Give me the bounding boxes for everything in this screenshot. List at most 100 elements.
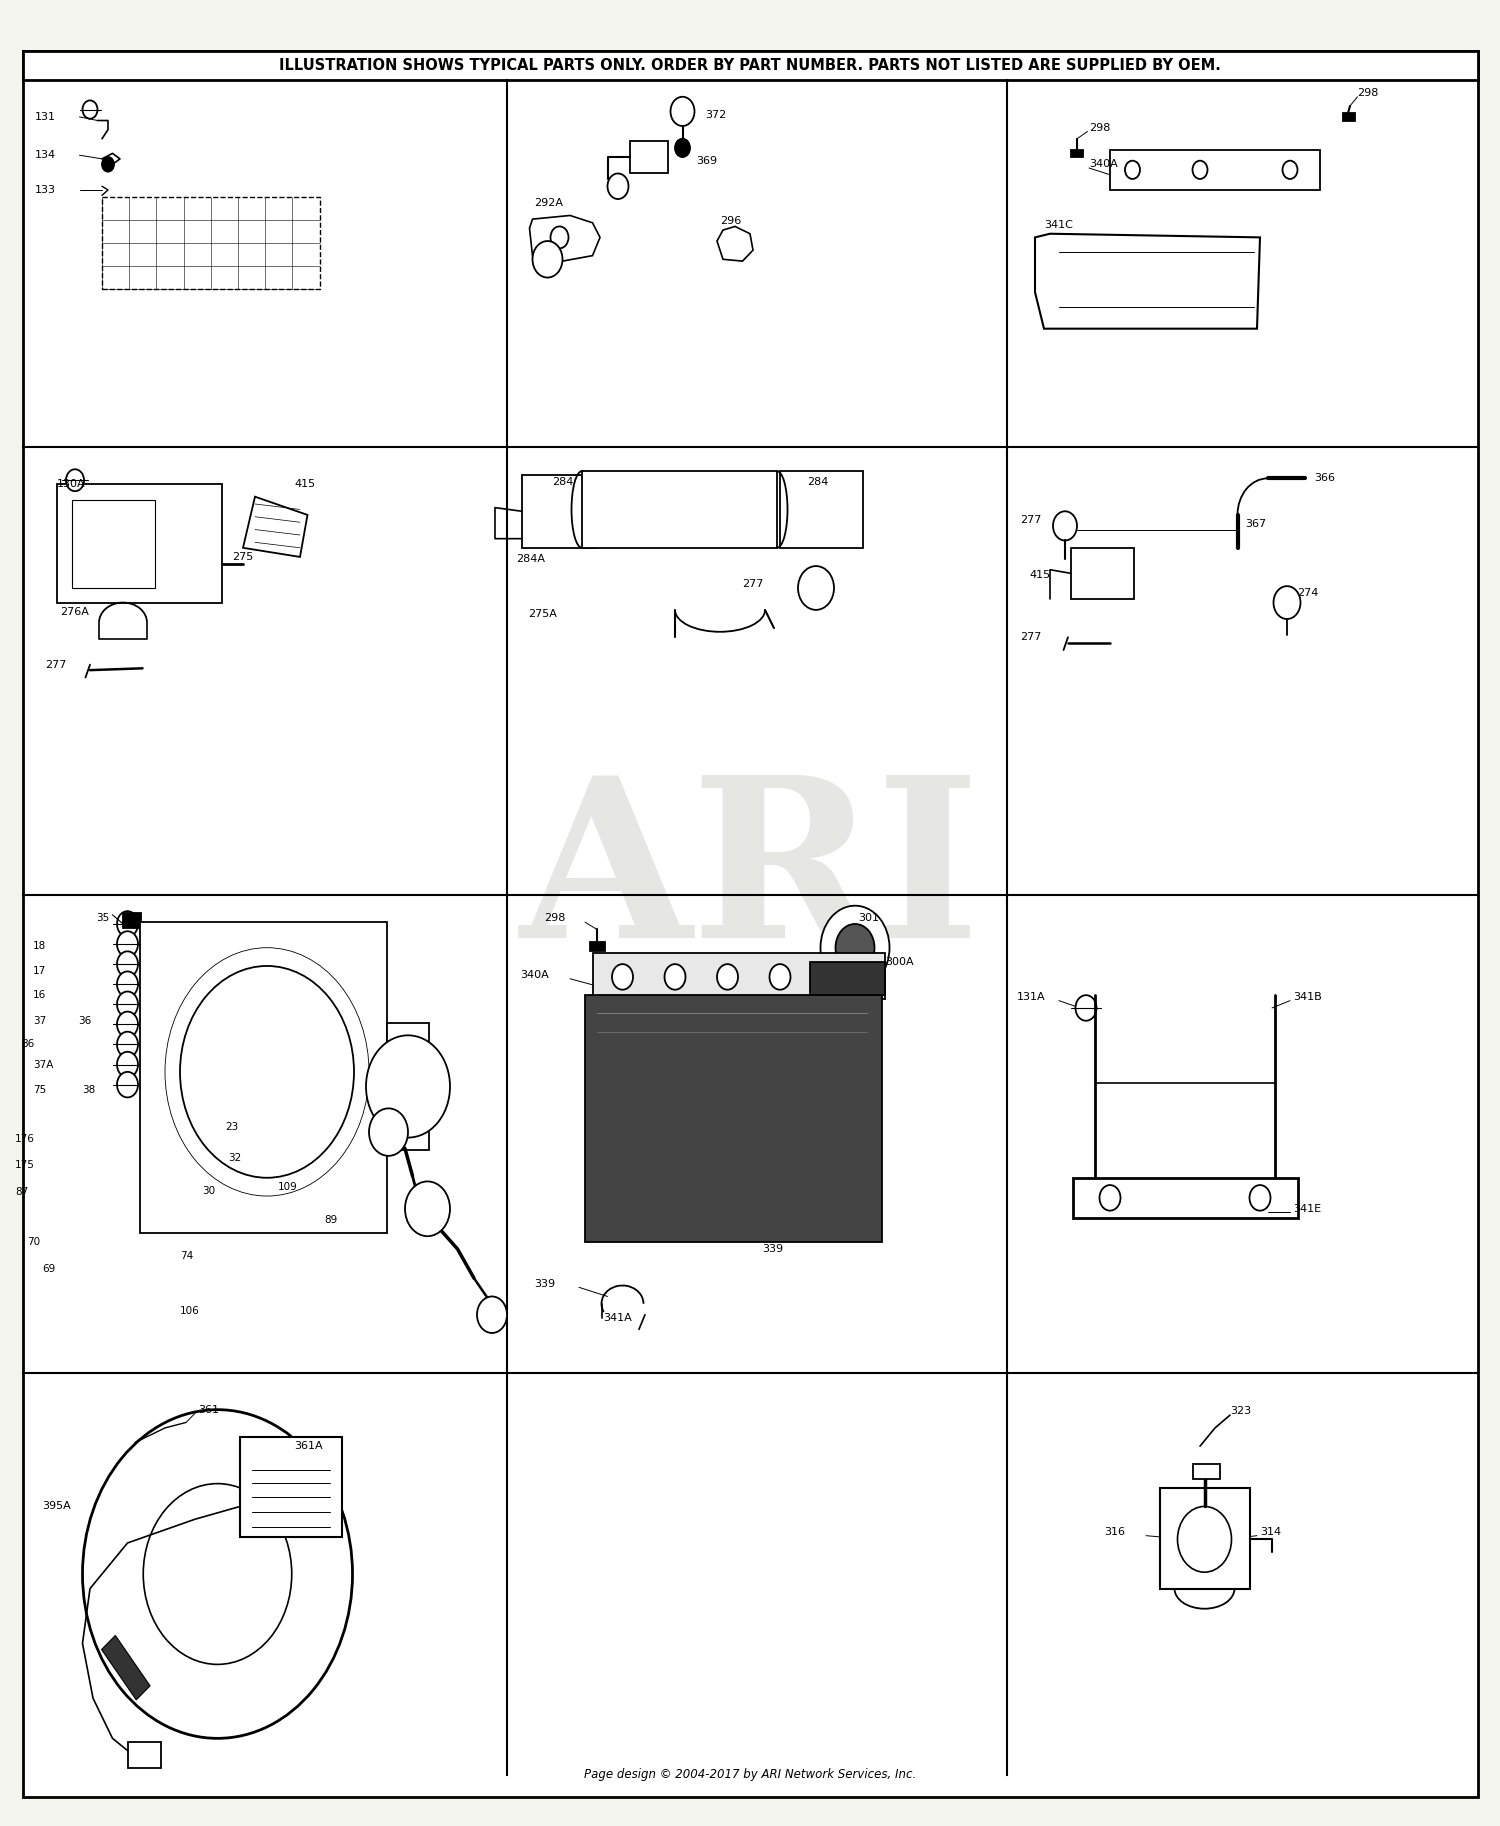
Circle shape: [664, 964, 686, 990]
Circle shape: [117, 911, 138, 937]
Circle shape: [82, 100, 98, 119]
Text: 361A: 361A: [294, 1441, 322, 1452]
Text: 372: 372: [705, 110, 726, 121]
Circle shape: [117, 1032, 138, 1057]
Text: 23: 23: [225, 1121, 238, 1132]
Circle shape: [836, 924, 874, 971]
Bar: [585, 995, 882, 1242]
Circle shape: [675, 139, 690, 157]
Circle shape: [477, 1296, 507, 1333]
Bar: [810, 962, 885, 995]
Bar: [128, 1742, 160, 1768]
Text: 274: 274: [1298, 588, 1318, 599]
Bar: [1071, 548, 1134, 599]
Text: 18: 18: [33, 940, 46, 951]
Bar: [590, 942, 604, 951]
Text: 284: 284: [807, 477, 828, 488]
Text: 35: 35: [96, 913, 109, 924]
Circle shape: [717, 964, 738, 990]
Text: 298: 298: [544, 913, 566, 924]
Bar: [240, 1437, 342, 1537]
Circle shape: [117, 931, 138, 957]
Bar: [592, 953, 885, 999]
Text: 36: 36: [78, 1015, 92, 1026]
Text: 298: 298: [1358, 88, 1378, 99]
Circle shape: [117, 951, 138, 977]
Bar: [102, 197, 320, 289]
Circle shape: [102, 157, 114, 172]
Bar: [140, 922, 387, 1233]
Bar: [582, 471, 777, 548]
Text: 37A: 37A: [33, 1059, 54, 1070]
Circle shape: [770, 964, 790, 990]
Text: 130A: 130A: [57, 478, 86, 489]
Text: 176: 176: [15, 1134, 34, 1145]
Text: 323: 323: [1230, 1406, 1251, 1417]
Text: 16: 16: [33, 990, 46, 1001]
Bar: [1192, 1464, 1219, 1479]
Circle shape: [66, 469, 84, 491]
Bar: [522, 475, 597, 548]
Circle shape: [369, 1108, 408, 1156]
Circle shape: [1178, 1506, 1231, 1572]
Text: 17: 17: [33, 966, 46, 977]
Circle shape: [1100, 1185, 1120, 1211]
Circle shape: [532, 241, 562, 278]
Text: 37: 37: [33, 1015, 46, 1026]
Bar: [57, 484, 222, 603]
Text: 395A: 395A: [42, 1501, 70, 1512]
Text: 175: 175: [15, 1160, 34, 1170]
Text: 298: 298: [1089, 122, 1110, 133]
Text: 74: 74: [180, 1251, 194, 1262]
Text: ILLUSTRATION SHOWS TYPICAL PARTS ONLY. ORDER BY PART NUMBER. PARTS NOT LISTED AR: ILLUSTRATION SHOWS TYPICAL PARTS ONLY. O…: [279, 58, 1221, 73]
Bar: [1342, 113, 1354, 121]
Circle shape: [1274, 586, 1300, 619]
Circle shape: [117, 1052, 138, 1077]
Text: 340A: 340A: [1089, 159, 1118, 170]
Text: 32: 32: [228, 1152, 242, 1163]
Text: 70: 70: [27, 1236, 40, 1247]
Text: 89: 89: [324, 1214, 338, 1225]
Bar: [1160, 1488, 1250, 1589]
Circle shape: [117, 1072, 138, 1097]
Text: 275: 275: [232, 551, 254, 562]
Text: 341A: 341A: [603, 1313, 632, 1324]
Circle shape: [405, 1181, 450, 1236]
Bar: [1072, 1178, 1298, 1218]
Circle shape: [142, 1483, 291, 1665]
Text: 341E: 341E: [1293, 1203, 1322, 1214]
Text: 75: 75: [33, 1085, 46, 1096]
Text: ARI: ARI: [519, 769, 981, 984]
Text: 131A: 131A: [1017, 992, 1046, 1002]
Circle shape: [366, 1035, 450, 1138]
Circle shape: [670, 97, 694, 126]
Text: 134: 134: [34, 150, 56, 161]
Polygon shape: [243, 497, 308, 557]
Text: 367: 367: [1245, 519, 1266, 530]
Text: 109: 109: [278, 1181, 297, 1192]
Circle shape: [1192, 161, 1208, 179]
Text: 131: 131: [34, 111, 56, 122]
Polygon shape: [530, 215, 600, 261]
Polygon shape: [1035, 234, 1260, 329]
Text: 300A: 300A: [885, 957, 914, 968]
Circle shape: [612, 964, 633, 990]
Polygon shape: [285, 1448, 333, 1512]
Circle shape: [1053, 511, 1077, 540]
Bar: [22, 51, 1478, 80]
Text: 292A: 292A: [534, 197, 562, 208]
Text: 301: 301: [858, 913, 879, 924]
Circle shape: [117, 992, 138, 1017]
Polygon shape: [717, 226, 753, 261]
Bar: [780, 471, 862, 548]
Text: 366: 366: [1314, 473, 1335, 484]
Text: 341C: 341C: [1044, 219, 1072, 230]
Text: 341B: 341B: [1293, 992, 1322, 1002]
Circle shape: [821, 906, 890, 990]
Circle shape: [798, 566, 834, 610]
Text: 277: 277: [45, 659, 66, 670]
Text: 415: 415: [1029, 570, 1050, 581]
Circle shape: [550, 226, 568, 248]
Circle shape: [1282, 161, 1298, 179]
Text: 369: 369: [696, 155, 717, 166]
